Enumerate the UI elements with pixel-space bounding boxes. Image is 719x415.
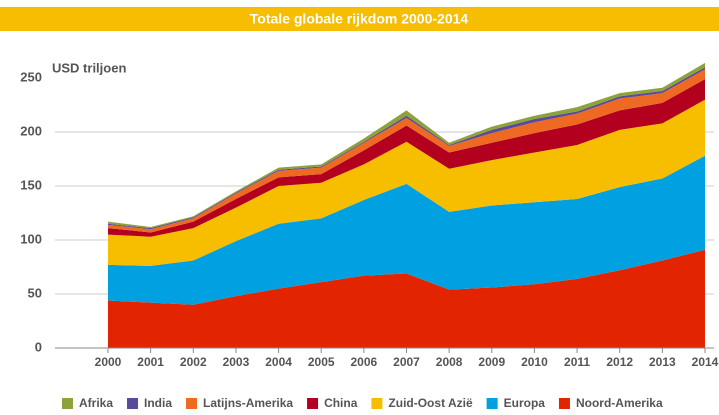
y-tick-label: 0 bbox=[35, 339, 42, 354]
legend-label: Europa bbox=[504, 396, 546, 410]
y-tick-label: 50 bbox=[28, 285, 42, 300]
x-tick-label: 2007 bbox=[393, 355, 420, 369]
legend-swatch bbox=[186, 398, 198, 409]
legend-label: Latijns-Amerika bbox=[203, 396, 293, 410]
y-axis-label: USD triljoen bbox=[52, 60, 126, 75]
legend-swatch bbox=[62, 398, 73, 409]
legend-swatch bbox=[558, 398, 570, 409]
legend-swatch bbox=[371, 398, 383, 409]
y-tick-label: 250 bbox=[20, 69, 42, 84]
legend-label: Afrika bbox=[79, 396, 113, 410]
x-tick-label: 2002 bbox=[180, 355, 207, 369]
y-tick-label: 200 bbox=[20, 123, 42, 138]
y-tick-label: 150 bbox=[20, 177, 42, 192]
x-tick-label: 2008 bbox=[436, 355, 463, 369]
area bbox=[108, 249, 705, 348]
x-tick-label: 2014 bbox=[692, 355, 719, 369]
x-tick-label: 2004 bbox=[265, 355, 292, 369]
x-tick-label: 2006 bbox=[351, 355, 378, 369]
x-tick-label: 2013 bbox=[649, 355, 676, 369]
x-tick-label: 2012 bbox=[606, 355, 633, 369]
legend-label: Zuid-Oost Azië bbox=[388, 396, 473, 410]
x-tick-label: 2000 bbox=[95, 355, 122, 369]
legend-label: Noord-Amerika bbox=[576, 396, 663, 410]
x-tick-label: 2001 bbox=[137, 355, 164, 369]
legend-label: China bbox=[324, 396, 358, 410]
chart-title: Totale globale rijkdom 2000-2014 bbox=[250, 11, 469, 27]
x-tick-label: 2009 bbox=[478, 355, 505, 369]
title-banner bbox=[0, 7, 719, 31]
x-tick-label: 2011 bbox=[564, 355, 590, 369]
legend-swatch bbox=[127, 398, 139, 409]
x-tick-label: 2010 bbox=[521, 355, 548, 369]
area bbox=[108, 99, 705, 266]
legend-swatch bbox=[486, 398, 498, 409]
x-tick-label: 2005 bbox=[308, 355, 335, 369]
area bbox=[108, 155, 705, 305]
y-tick-label: 100 bbox=[20, 231, 42, 246]
legend-label: India bbox=[144, 396, 172, 410]
x-tick-label: 2003 bbox=[223, 355, 250, 369]
legend-swatch bbox=[307, 398, 319, 409]
